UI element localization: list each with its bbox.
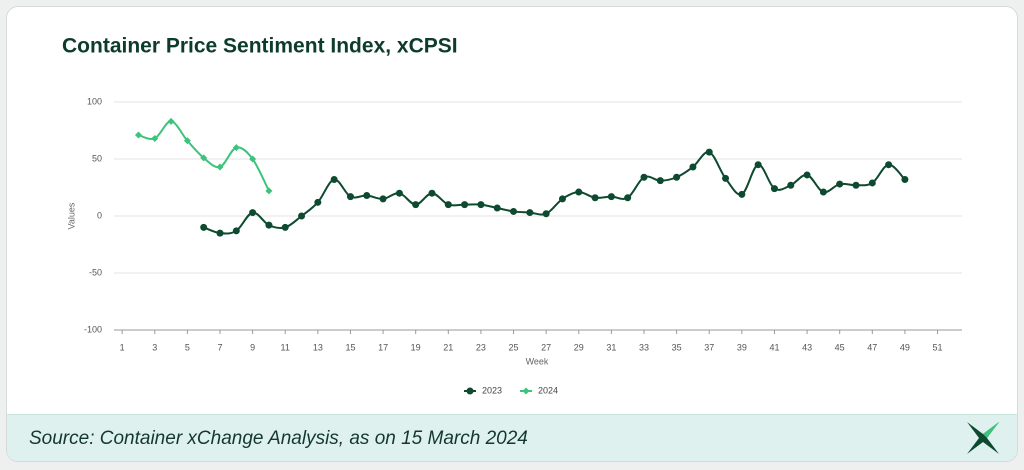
point [754, 161, 762, 169]
y-tick-label: 100 [87, 96, 102, 106]
point [281, 223, 289, 231]
card: Source: Container xChange Analysis, as o… [6, 6, 1018, 462]
x-tick-label: 15 [345, 342, 355, 352]
point [591, 194, 599, 202]
x-tick-label: 39 [737, 342, 747, 352]
point [770, 185, 778, 193]
chart-title: Container Price Sentiment Index, xCPSI [62, 35, 458, 58]
x-tick-label: 31 [606, 342, 616, 352]
y-tick-label: -100 [84, 324, 102, 334]
x-tick-label: 25 [509, 342, 519, 352]
point [689, 163, 697, 171]
point [151, 134, 159, 142]
point [607, 193, 615, 201]
point [167, 117, 175, 125]
point [379, 195, 387, 203]
point [852, 181, 860, 189]
source-note: Source: Container xChange Analysis, as o… [29, 428, 528, 449]
point [575, 188, 583, 196]
x-tick-label: 47 [867, 342, 877, 352]
point [526, 209, 534, 217]
point [412, 201, 420, 209]
x-tick-label: 41 [769, 342, 779, 352]
chart: Container Price Sentiment Index, xCPSI W… [62, 35, 962, 395]
point [134, 131, 142, 139]
x-tick-label: 9 [250, 342, 255, 352]
point [722, 174, 730, 182]
point [249, 209, 257, 217]
x-tick-label: 35 [672, 342, 682, 352]
point [461, 201, 469, 209]
legend-marker [522, 387, 530, 395]
point [216, 163, 224, 171]
logo [967, 422, 999, 454]
x-tick-label: 45 [835, 342, 845, 352]
point [298, 212, 306, 220]
point [803, 171, 811, 179]
x-tick-label: 51 [933, 342, 943, 352]
x-tick-label: 11 [281, 342, 290, 352]
x-tick-label: 5 [185, 342, 190, 352]
x-tick-label: 21 [443, 342, 453, 352]
line [203, 151, 906, 235]
point [363, 191, 371, 199]
point [640, 173, 648, 181]
point [787, 181, 795, 189]
point [183, 137, 191, 145]
x-tick-label: 29 [574, 342, 584, 352]
footer: Source: Container xChange Analysis, as o… [7, 414, 1017, 461]
x-tick-label: 13 [313, 342, 323, 352]
point [901, 176, 909, 184]
point [216, 229, 224, 237]
point [330, 176, 338, 184]
point [624, 194, 632, 202]
point [819, 188, 827, 196]
point [265, 187, 273, 195]
point [200, 223, 208, 231]
point [493, 204, 501, 212]
point [705, 148, 713, 156]
point [249, 155, 257, 163]
x-tick-label: 27 [541, 342, 551, 352]
point [510, 207, 518, 215]
x-tick-label: 43 [802, 342, 812, 352]
x-tick-label: 23 [476, 342, 486, 352]
point [346, 193, 354, 201]
point [542, 210, 550, 218]
point [738, 190, 746, 198]
point [868, 179, 876, 187]
point [673, 173, 681, 181]
point [558, 195, 566, 203]
point [265, 221, 273, 229]
point [314, 198, 322, 206]
x-axis-label: Week [526, 356, 549, 366]
x-tick-label: 1 [120, 342, 125, 352]
x-tick-label: 37 [704, 342, 714, 352]
point [200, 154, 208, 162]
x-tick-label: 17 [378, 342, 388, 352]
y-tick-label: -50 [89, 267, 102, 277]
y-tick-label: 50 [92, 153, 102, 163]
point [428, 189, 436, 197]
y-axis-label: Values [66, 202, 76, 229]
x-tick-label: 33 [639, 342, 649, 352]
x-tick-label: 3 [152, 342, 157, 352]
point [656, 177, 664, 185]
legend-marker [466, 387, 474, 395]
y-tick-label: 0 [97, 210, 102, 220]
point [232, 227, 240, 235]
point [885, 161, 893, 169]
x-tick-label: 19 [411, 342, 421, 352]
x-tick-label: 7 [217, 342, 222, 352]
point [395, 189, 403, 197]
point [444, 201, 452, 209]
legend-label: 2024 [538, 385, 558, 395]
point [232, 144, 240, 152]
point [477, 201, 485, 209]
x-tick-label: 49 [900, 342, 910, 352]
legend-label: 2023 [482, 385, 502, 395]
point [836, 180, 844, 188]
